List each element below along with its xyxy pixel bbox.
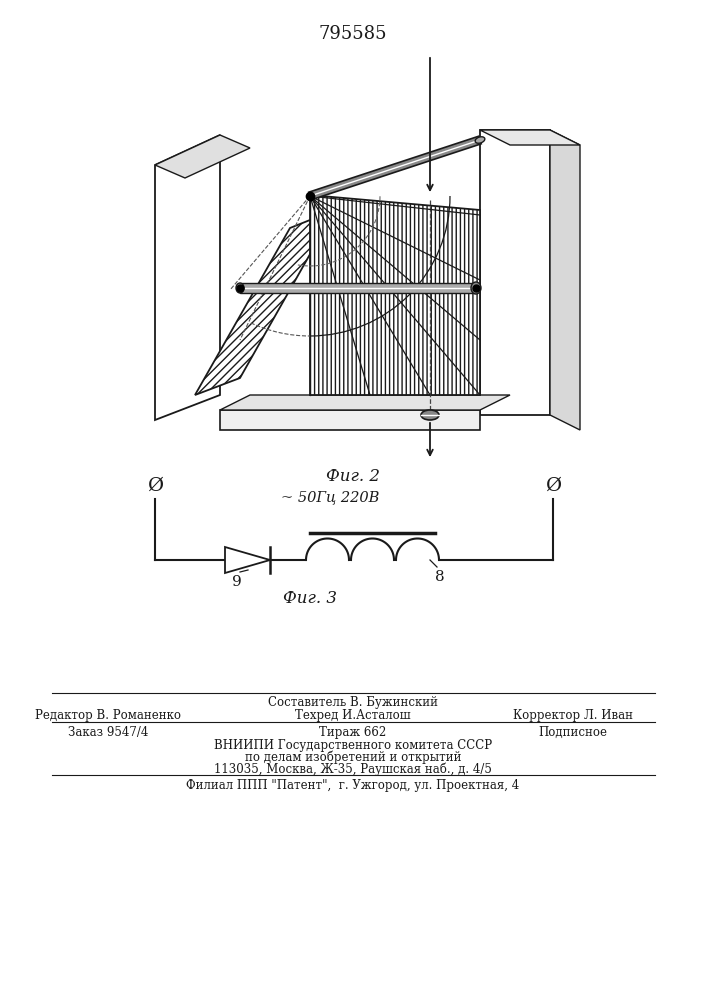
Polygon shape — [309, 136, 481, 200]
Text: 8: 8 — [435, 570, 445, 584]
Polygon shape — [480, 130, 580, 145]
Text: Ø: Ø — [545, 477, 561, 495]
Text: Корректор Л. Иван: Корректор Л. Иван — [513, 709, 633, 722]
Ellipse shape — [475, 137, 485, 143]
Polygon shape — [220, 395, 510, 410]
Polygon shape — [155, 135, 250, 178]
Text: Подписное: Подписное — [539, 726, 607, 739]
Text: ВНИИПИ Государственного комитета СССР: ВНИИПИ Государственного комитета СССР — [214, 739, 492, 752]
Text: по делам изобретений и открытий: по делам изобретений и открытий — [245, 751, 461, 764]
Text: Фиг. 2: Фиг. 2 — [326, 468, 380, 485]
Ellipse shape — [236, 283, 244, 293]
Text: Ø: Ø — [147, 477, 163, 495]
Text: Редактор В. Романенко: Редактор В. Романенко — [35, 709, 181, 722]
Text: Техред И.Асталош: Техред И.Асталош — [296, 709, 411, 722]
Polygon shape — [225, 547, 270, 573]
Text: Филиал ППП "Патент",  г. Ужгород, ул. Проектная, 4: Филиал ППП "Патент", г. Ужгород, ул. Про… — [187, 779, 520, 792]
Ellipse shape — [421, 410, 439, 420]
Polygon shape — [550, 130, 580, 430]
Text: ~ 50Гц 220В: ~ 50Гц 220В — [281, 490, 379, 504]
Ellipse shape — [471, 282, 481, 294]
Polygon shape — [480, 130, 550, 415]
Polygon shape — [220, 410, 480, 430]
Text: Составитель В. Бужинский: Составитель В. Бужинский — [268, 696, 438, 709]
Text: Заказ 9547/4: Заказ 9547/4 — [68, 726, 148, 739]
Text: 9: 9 — [232, 575, 242, 589]
Text: Тираж 662: Тираж 662 — [320, 726, 387, 739]
Polygon shape — [310, 195, 480, 395]
Text: 795585: 795585 — [319, 25, 387, 43]
Polygon shape — [195, 210, 335, 395]
Text: 113035, Москва, Ж-35, Раушская наб., д. 4/5: 113035, Москва, Ж-35, Раушская наб., д. … — [214, 763, 492, 776]
Text: Фиг. 3: Фиг. 3 — [283, 590, 337, 607]
Polygon shape — [240, 283, 476, 293]
Polygon shape — [155, 135, 220, 420]
